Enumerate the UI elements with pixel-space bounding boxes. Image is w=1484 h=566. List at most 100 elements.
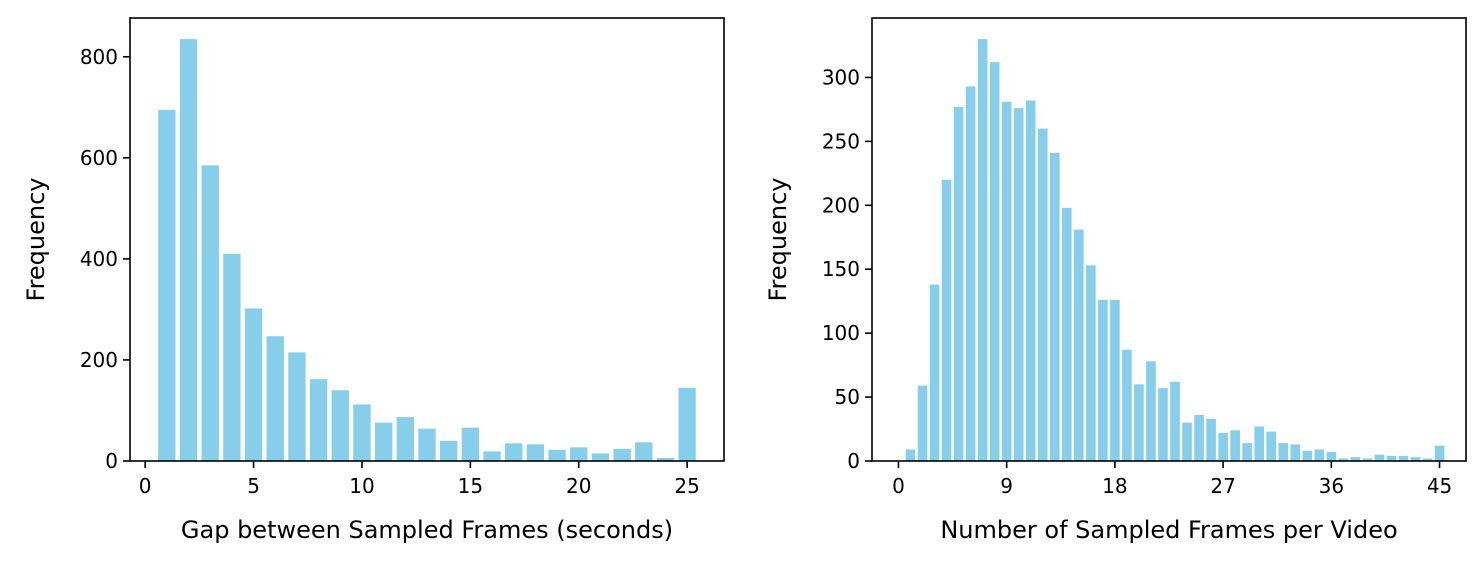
right-bar <box>1146 361 1156 461</box>
left-bar <box>526 444 545 461</box>
right-x-axis-label: Number of Sampled Frames per Video <box>940 516 1397 544</box>
right-bar <box>1110 299 1120 461</box>
left-bar <box>353 404 371 461</box>
left-bar <box>656 457 675 461</box>
right-bar <box>1290 444 1301 461</box>
right-x-tick-label: 0 <box>892 474 905 498</box>
right-y-tick-label: 250 <box>822 129 860 153</box>
left-x-tick-label: 10 <box>349 474 374 498</box>
right-axes-frame <box>871 17 1467 462</box>
right-bar <box>1170 381 1180 461</box>
left-bar <box>635 442 653 461</box>
left-bar <box>266 336 284 461</box>
right-bar <box>1326 452 1337 461</box>
left-bar <box>374 422 393 461</box>
right-x-tick-label: 36 <box>1319 474 1344 498</box>
left-y-tick-label: 600 <box>80 146 118 170</box>
right-histogram-panel: 0 9 18 27 36 45 0 50 100 150 200 250 300 Number of Sa… <box>764 17 1467 544</box>
left-bar <box>548 449 566 461</box>
right-y-tick-label: 200 <box>822 193 860 217</box>
right-bar <box>917 385 928 461</box>
right-bar <box>1230 430 1240 461</box>
left-axes-frame <box>129 17 725 462</box>
right-bar <box>1434 445 1445 461</box>
right-x-tick-label: 45 <box>1427 474 1452 498</box>
right-bar <box>977 39 988 461</box>
right-y-tick-label: 0 <box>847 449 860 473</box>
left-bar <box>505 443 523 461</box>
right-bar <box>1074 229 1084 461</box>
right-y-tick-label: 50 <box>835 385 860 409</box>
left-bar <box>591 453 610 461</box>
right-bar <box>1098 299 1108 461</box>
right-bar <box>1218 432 1228 461</box>
right-bar <box>1061 207 1072 461</box>
left-y-axis-label: Frequency <box>22 178 50 302</box>
left-bar <box>678 387 696 461</box>
left-x-tick-label: 0 <box>139 474 152 498</box>
right-bar <box>1338 458 1349 461</box>
right-bar <box>1001 101 1012 462</box>
left-bar <box>461 427 480 461</box>
right-bar <box>1410 457 1421 461</box>
left-x-axis-label: Gap between Sampled Frames (seconds) <box>181 516 673 544</box>
left-bar <box>223 253 241 461</box>
left-bar <box>440 440 458 461</box>
left-bar <box>331 390 349 461</box>
left-x-tick-label: 5 <box>247 474 260 498</box>
right-bar <box>1386 455 1397 461</box>
right-bar <box>1025 100 1036 462</box>
right-bar <box>1013 108 1024 461</box>
left-x-tick-label: 25 <box>674 474 699 498</box>
left-y-tick-label: 800 <box>80 45 118 69</box>
right-bar <box>1266 431 1277 461</box>
left-bar <box>613 448 631 461</box>
left-y-tick-label: 200 <box>80 348 118 372</box>
left-bar <box>158 109 176 461</box>
right-bar <box>1158 388 1168 461</box>
left-bar <box>309 379 328 461</box>
right-bar <box>1194 414 1204 461</box>
right-bar <box>905 449 916 461</box>
right-bar <box>1049 152 1060 461</box>
right-y-tick-label: 100 <box>822 321 860 345</box>
right-x-tick-label: 9 <box>1000 474 1013 498</box>
right-bar <box>1182 422 1192 461</box>
right-bar <box>1398 455 1409 461</box>
right-x-tick-label: 18 <box>1102 474 1127 498</box>
left-histogram-panel: 0 5 10 15 20 25 0 200 400 600 800 Gap between Sampl… <box>22 17 725 544</box>
right-x-tick-label: 27 <box>1210 474 1235 498</box>
right-bar <box>1314 449 1325 461</box>
right-bar <box>1206 418 1216 461</box>
left-y-tick-label: 400 <box>80 247 118 271</box>
left-bar <box>570 447 588 461</box>
left-bar <box>418 428 436 461</box>
right-bar <box>1422 458 1433 461</box>
right-bar <box>1278 443 1289 461</box>
left-bar <box>244 308 263 461</box>
left-x-tick-label: 20 <box>566 474 591 498</box>
right-bar <box>965 86 976 462</box>
right-bar <box>1302 450 1313 461</box>
right-bar <box>929 284 940 461</box>
right-y-tick-label: 150 <box>822 257 860 281</box>
right-bar <box>1086 265 1096 461</box>
left-bar <box>288 352 306 461</box>
right-bar <box>1350 457 1361 461</box>
right-bar <box>1037 128 1048 461</box>
right-bar <box>1254 426 1264 461</box>
right-bar <box>1134 384 1144 461</box>
left-bar <box>201 165 219 461</box>
right-y-tick-label: 300 <box>822 65 860 89</box>
left-y-tick-label: 0 <box>105 449 118 473</box>
right-bar <box>1242 443 1252 461</box>
right-bar <box>1374 454 1385 461</box>
left-bar <box>396 417 414 461</box>
right-bar <box>1122 349 1132 461</box>
left-bar <box>483 451 501 461</box>
right-y-axis-label: Frequency <box>764 178 792 302</box>
right-bar <box>941 179 952 462</box>
left-bar <box>179 39 198 461</box>
right-bar <box>989 62 1000 462</box>
